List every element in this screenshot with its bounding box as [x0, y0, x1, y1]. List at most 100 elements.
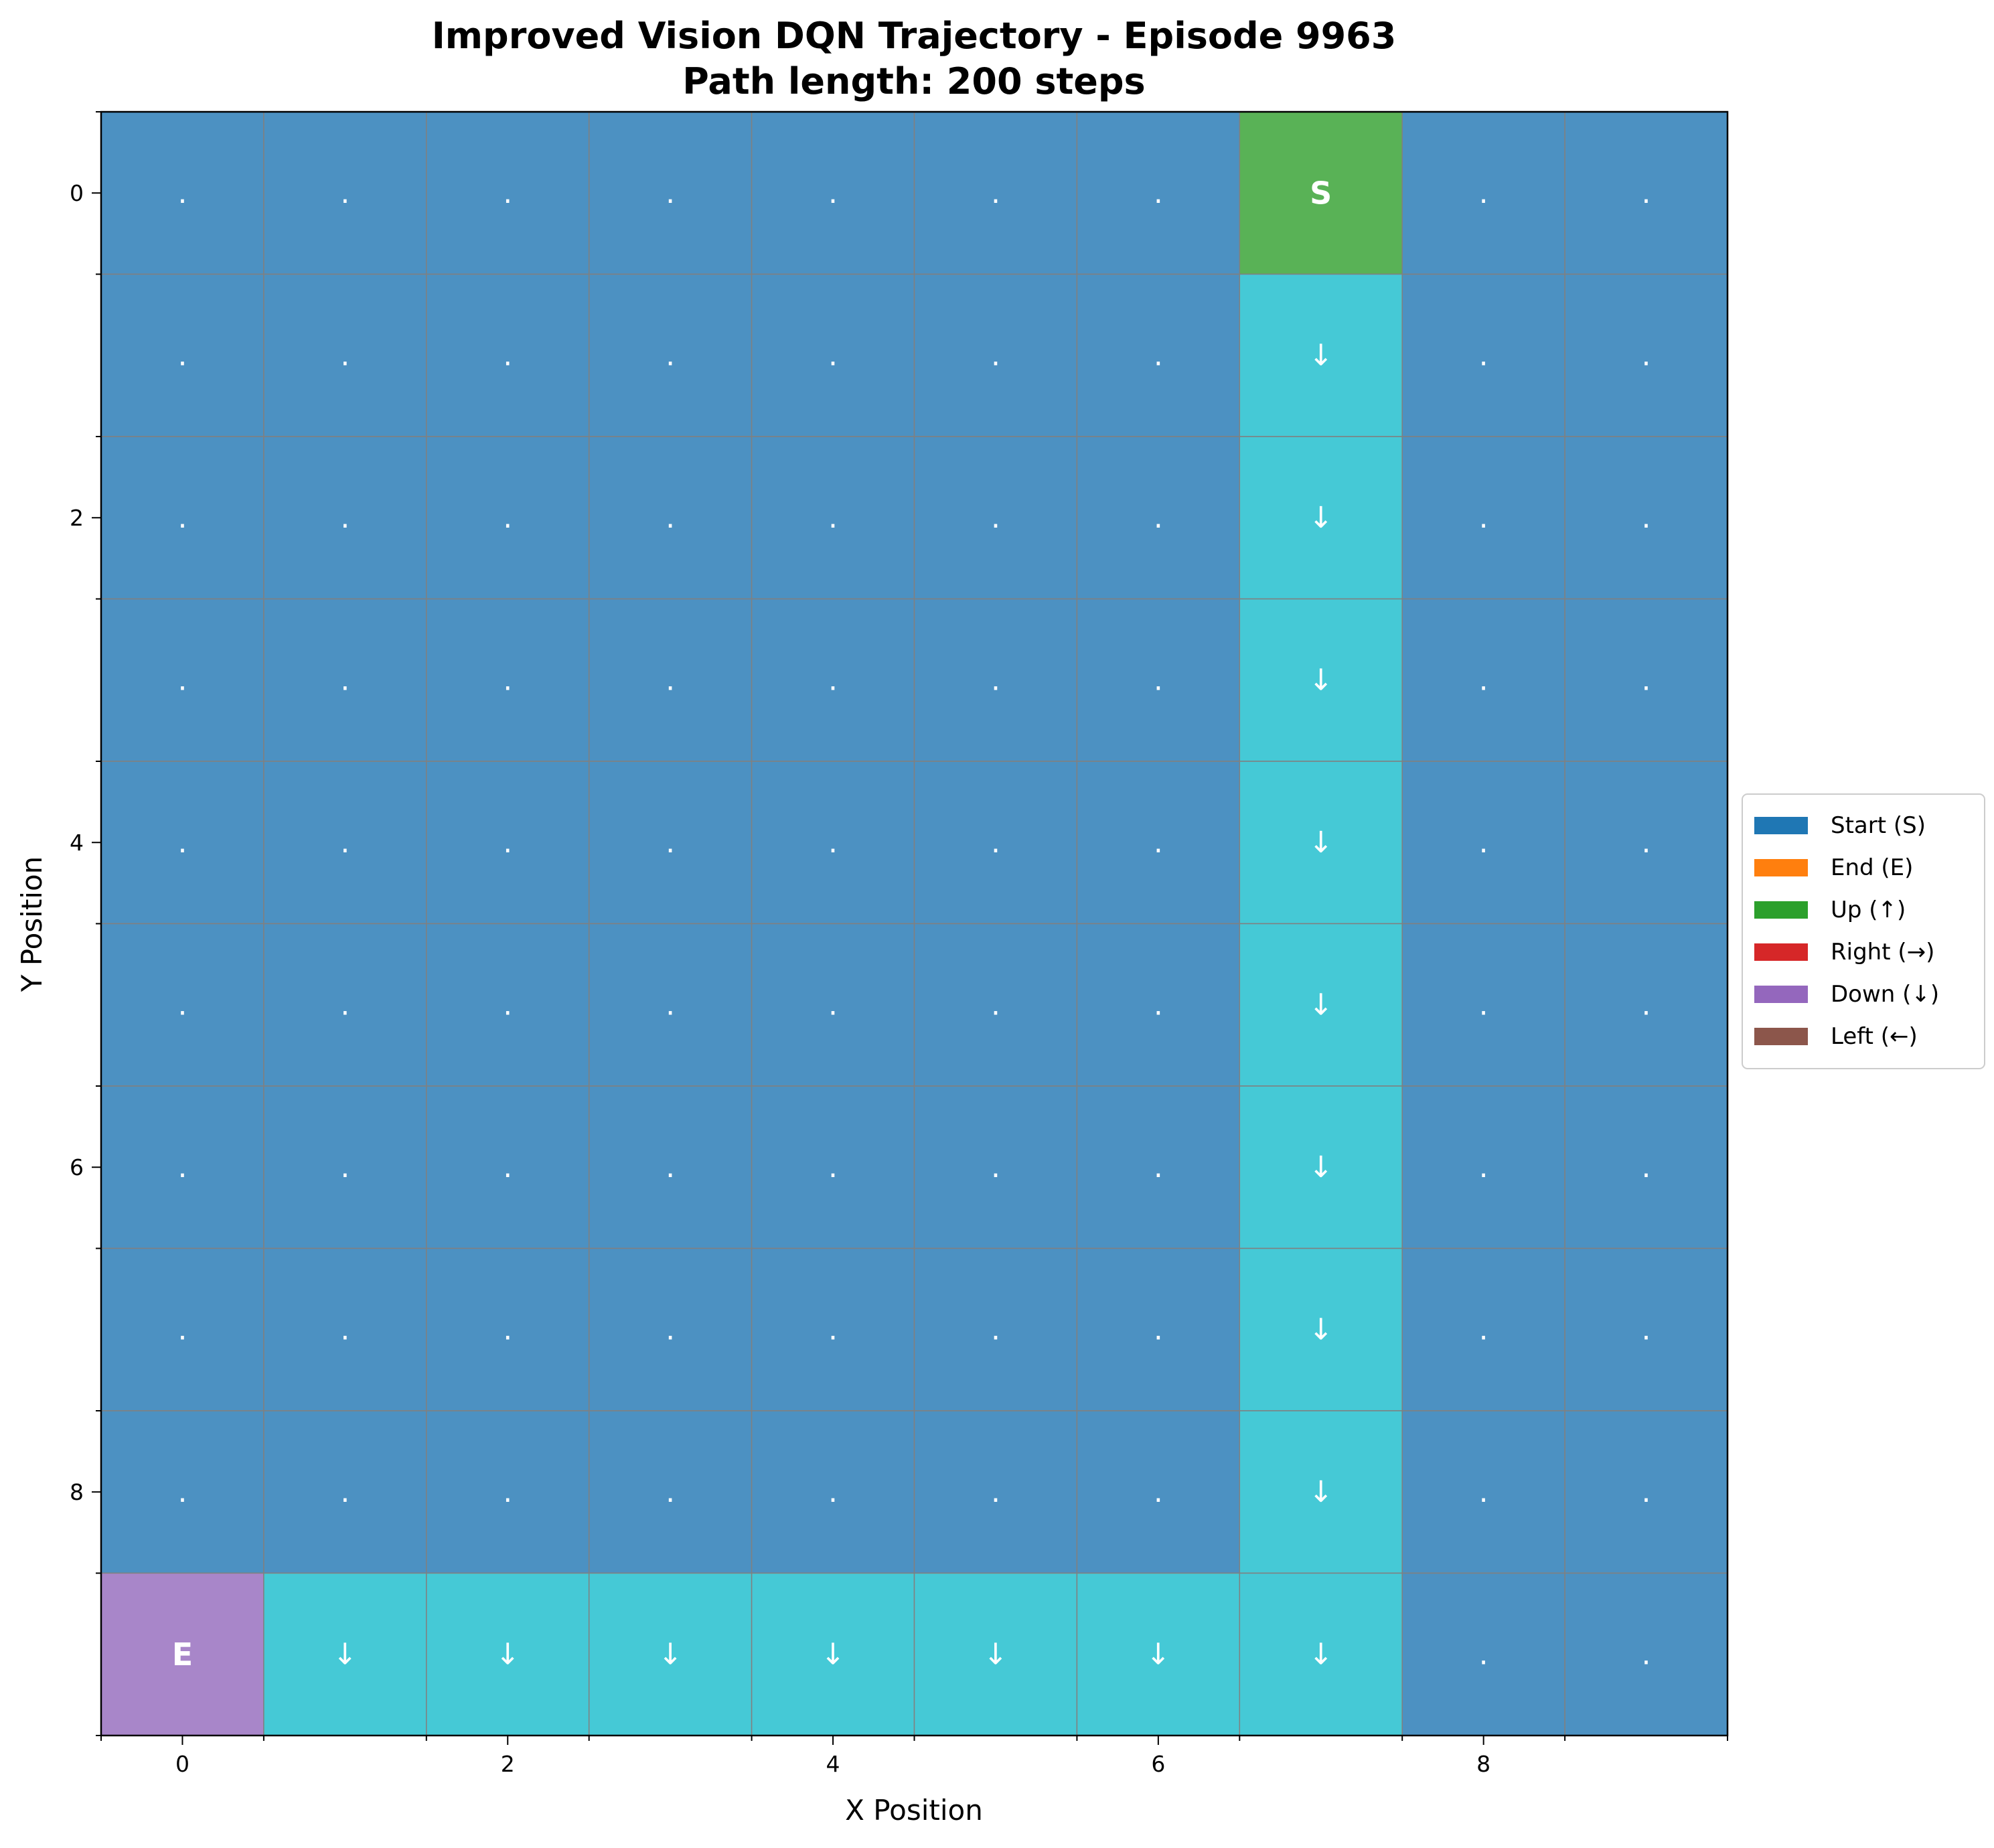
- empty-cell-symbol: .: [1642, 338, 1651, 372]
- empty-cell: [100, 436, 264, 600]
- empty-cell: [100, 598, 264, 762]
- empty-cell-symbol: .: [991, 1475, 1000, 1509]
- empty-cell: [751, 1410, 915, 1574]
- empty-cell-symbol: .: [991, 501, 1000, 535]
- empty-cell: [100, 111, 264, 275]
- empty-cell: [1401, 598, 1565, 762]
- empty-cell: [588, 923, 753, 1087]
- empty-cell-symbol: .: [1154, 338, 1163, 372]
- empty-cell-symbol: .: [340, 176, 350, 210]
- empty-cell: [1564, 1085, 1728, 1249]
- empty-cell: [100, 923, 264, 1087]
- empty-cell-symbol: .: [828, 1150, 838, 1184]
- empty-cell-symbol: .: [503, 1150, 512, 1184]
- path-cell: [1239, 598, 1403, 762]
- empty-cell-symbol: .: [1154, 176, 1163, 210]
- empty-cell: [1401, 761, 1565, 925]
- y-tick-label: 6: [70, 1154, 84, 1180]
- legend-swatch: [1754, 986, 1808, 1003]
- empty-cell-symbol: .: [340, 826, 350, 860]
- empty-cell-symbol: .: [340, 338, 350, 372]
- empty-cell: [1401, 273, 1565, 437]
- path-cell: [263, 1572, 427, 1736]
- path-cell: [1076, 1572, 1241, 1736]
- empty-cell-symbol: .: [991, 1150, 1000, 1184]
- empty-cell-symbol: .: [340, 501, 350, 535]
- path-cell: [913, 1572, 1078, 1736]
- path-cell-symbol: ↓: [495, 1637, 520, 1671]
- empty-cell: [1076, 436, 1241, 600]
- legend-label: Start (S): [1831, 812, 1926, 839]
- empty-cell-symbol: .: [991, 988, 1000, 1022]
- empty-cell: [588, 1085, 753, 1249]
- empty-cell-symbol: .: [1154, 663, 1163, 697]
- empty-cell: [751, 273, 915, 437]
- cell-symbols: ....... S......... ↓......... ↓......... ↓..…: [172, 175, 1651, 1673]
- empty-cell: [751, 1247, 915, 1411]
- empty-cell-symbol: .: [1642, 1475, 1651, 1509]
- path-cell-symbol: ↓: [1146, 1637, 1170, 1671]
- path-cell-symbol: ↓: [1308, 1150, 1333, 1184]
- empty-cell: [1401, 923, 1565, 1087]
- empty-cell-symbol: .: [340, 1475, 350, 1509]
- empty-cell: [913, 598, 1078, 762]
- legend-label: Up (↑): [1831, 897, 1906, 923]
- empty-cell-symbol: .: [666, 1475, 675, 1509]
- empty-cell: [100, 1085, 264, 1249]
- empty-cell-symbol: .: [1642, 1637, 1651, 1671]
- empty-cell: [263, 1410, 427, 1574]
- legend-swatch: [1754, 943, 1808, 961]
- empty-cell: [1076, 598, 1241, 762]
- x-tick-label: 0: [175, 1751, 189, 1777]
- empty-cell-symbol: .: [503, 338, 512, 372]
- empty-cell-symbol: .: [177, 338, 187, 372]
- empty-cell: [588, 1410, 753, 1574]
- path-cell: [751, 1572, 915, 1736]
- empty-cell: [1401, 1085, 1565, 1249]
- path-cell-symbol: ↓: [1308, 826, 1333, 860]
- x-tick-label: 8: [1476, 1751, 1490, 1777]
- y-tick-label: 4: [70, 830, 84, 856]
- empty-cell: [588, 273, 753, 437]
- legend-swatch: [1754, 817, 1808, 834]
- path-cell: [1239, 436, 1403, 600]
- empty-cell-symbol: .: [503, 501, 512, 535]
- empty-cell: [1076, 273, 1241, 437]
- empty-cell: [751, 111, 915, 275]
- path-cell: [1239, 1085, 1403, 1249]
- empty-cell: [426, 1247, 590, 1411]
- empty-cell: [426, 436, 590, 600]
- empty-cell-symbol: .: [340, 988, 350, 1022]
- empty-cell-symbol: .: [1154, 1475, 1163, 1509]
- empty-cell-symbol: .: [340, 663, 350, 697]
- empty-cell-symbol: .: [1642, 663, 1651, 697]
- empty-cell-symbol: .: [1154, 501, 1163, 535]
- empty-cell: [913, 923, 1078, 1087]
- y-axis-label: Y Position: [15, 856, 48, 993]
- empty-cell-symbol: .: [177, 663, 187, 697]
- empty-cell-symbol: .: [177, 1312, 187, 1346]
- empty-cell-symbol: .: [503, 988, 512, 1022]
- empty-cell: [1564, 1410, 1728, 1574]
- empty-cell-symbol: .: [666, 1312, 675, 1346]
- empty-cell-symbol: .: [1642, 988, 1651, 1022]
- y-tick-label: 2: [70, 505, 84, 531]
- empty-cell-symbol: .: [340, 1312, 350, 1346]
- empty-cell-symbol: .: [666, 663, 675, 697]
- empty-cell-symbol: .: [177, 826, 187, 860]
- empty-cell-symbol: .: [991, 663, 1000, 697]
- legend-swatch: [1754, 901, 1808, 919]
- empty-cell-symbol: .: [1642, 826, 1651, 860]
- empty-cell-symbol: .: [503, 1475, 512, 1509]
- empty-cell-symbol: .: [1479, 826, 1488, 860]
- empty-cell: [426, 1410, 590, 1574]
- empty-cell-symbol: .: [666, 826, 675, 860]
- empty-cell: [263, 1085, 427, 1249]
- empty-cell: [1564, 273, 1728, 437]
- empty-cell: [100, 1247, 264, 1411]
- empty-cell-symbol: .: [666, 176, 675, 210]
- path-cell-symbol: ↓: [984, 1637, 1008, 1671]
- empty-cell-symbol: .: [666, 988, 675, 1022]
- empty-cell: [1076, 111, 1241, 275]
- empty-cell-symbol: .: [991, 1312, 1000, 1346]
